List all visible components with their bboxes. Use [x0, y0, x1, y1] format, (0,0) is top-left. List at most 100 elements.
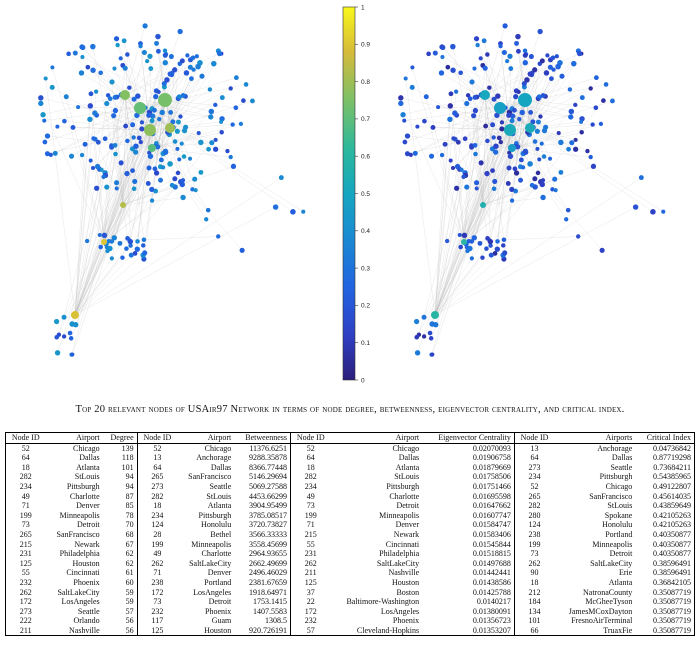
network-node [61, 334, 67, 339]
col-header-airport-degree: Airport [45, 432, 103, 444]
network-node [139, 126, 145, 132]
colorbar-tick-label: 0 [361, 377, 365, 384]
network-node [501, 237, 507, 243]
network-node [122, 65, 128, 71]
network-node [88, 91, 94, 97]
network-node [538, 114, 543, 119]
network-node [213, 102, 218, 108]
cell-degree-value: 60 [102, 577, 138, 588]
network-node [155, 144, 161, 150]
network-node [161, 165, 166, 170]
network-node [149, 198, 155, 203]
network-node [190, 55, 196, 61]
cell-node-id: 211 [5, 625, 46, 637]
network-node [167, 71, 173, 77]
network-node [458, 70, 463, 76]
colorbar-tick-label: 0.6 [361, 154, 370, 161]
cell-node-id: 172 [304, 606, 317, 616]
network-node [415, 124, 420, 129]
cell-node-id: 199 [304, 510, 317, 520]
network-node [104, 184, 110, 190]
cell-airport: Houston [177, 625, 235, 637]
col-header-airports-critical: Airports [554, 432, 636, 444]
network-node [111, 113, 117, 119]
network-node [130, 122, 136, 128]
network-node [181, 127, 188, 134]
cell-airport: Atlanta [76, 462, 100, 472]
network-node [233, 105, 239, 111]
network-node [547, 64, 553, 70]
network-hub-node [518, 93, 532, 107]
network-hub-node [148, 144, 156, 152]
network-node [585, 148, 590, 154]
network-node [514, 40, 519, 46]
network-node [212, 146, 219, 152]
cell-airport: NatronaCounty [582, 587, 633, 597]
cell-node-id: 282 [5, 472, 46, 482]
network-node [413, 318, 420, 325]
cell-airport: Dallas [398, 453, 420, 463]
cell-critical-index-value: 0.38596491 [635, 568, 696, 578]
network-node [404, 151, 411, 157]
cell-node-id: 238 [151, 577, 164, 587]
network-node [447, 116, 453, 123]
network-node [576, 50, 583, 57]
network-node [62, 118, 67, 124]
network-node [168, 54, 174, 60]
cell-eigenvector-value: 0.02070093 [422, 443, 515, 454]
network-node [410, 65, 415, 70]
network-hub-node [165, 123, 175, 133]
network-hub-node [508, 144, 516, 152]
network-node [174, 128, 180, 134]
cell-degree-value: 56 [102, 625, 138, 637]
network-node [507, 153, 514, 159]
cell-airport: Denver [207, 568, 232, 578]
network-node [153, 94, 158, 99]
network-node [515, 33, 521, 40]
network-node [90, 165, 95, 170]
cell-airport: SaltLakeCity [57, 587, 100, 597]
network-node [498, 43, 503, 49]
network-hub-node [480, 90, 490, 100]
network-node [146, 112, 152, 118]
network-node [492, 178, 498, 185]
network-node [509, 198, 515, 203]
table-row: 234 Pittsburgh 94 273 Seattle 5069.27588 234 Pi… [5, 481, 696, 492]
network-node [573, 137, 578, 142]
network-node [409, 84, 415, 90]
cell-node-id: 13 [530, 443, 539, 453]
cell-airport: Charlotte [201, 549, 232, 559]
network-node [54, 334, 60, 340]
network-node [94, 163, 101, 170]
network-node [79, 152, 85, 158]
table-row: 231 Philadelphia 62 49 Charlotte 2964.93655 23… [5, 549, 696, 559]
network-node [104, 100, 110, 107]
cell-degree-value: 68 [102, 529, 138, 540]
network-node [513, 170, 520, 176]
network-node [109, 79, 115, 85]
colorbar: 0 0.1 0.2 0.3 0.4 0.5 0.6 0.7 0.8 0.9 1 [342, 4, 370, 384]
cell-node-id: 73 [153, 597, 162, 607]
colorbar-ticks: 0 0.1 0.2 0.3 0.4 0.5 0.6 0.7 0.8 0.9 1 [355, 4, 370, 384]
cell-critical-index-value: 0.54385965 [635, 472, 696, 482]
figure: 0 0.1 0.2 0.3 0.4 0.5 0.6 0.7 0.8 0.9 1 [38, 4, 666, 384]
network-node [436, 105, 441, 110]
cell-betweenness-value: 2964.93655 [234, 549, 292, 559]
cell-airport: SaltLakeCity [590, 558, 633, 568]
network-node [502, 23, 508, 29]
network-node [421, 314, 427, 320]
cell-degree-value: 118 [102, 453, 138, 463]
network-node [53, 318, 60, 325]
colorbar-tick-label: 0.9 [361, 42, 370, 49]
network-node [98, 244, 103, 250]
network-node [427, 330, 433, 336]
cell-airport: Nashville [45, 625, 103, 637]
network-node [131, 186, 137, 192]
network-node [125, 52, 130, 57]
cell-node-id: 232 [151, 606, 164, 616]
cell-node-id: 18 [530, 577, 539, 587]
network-node [97, 232, 102, 238]
table-row: 199 Minneapolis 78 234 Pittsburgh 3785.08517 1… [5, 510, 696, 521]
network-node [114, 186, 119, 191]
cell-eigenvector-value: 0.01647662 [422, 501, 515, 511]
